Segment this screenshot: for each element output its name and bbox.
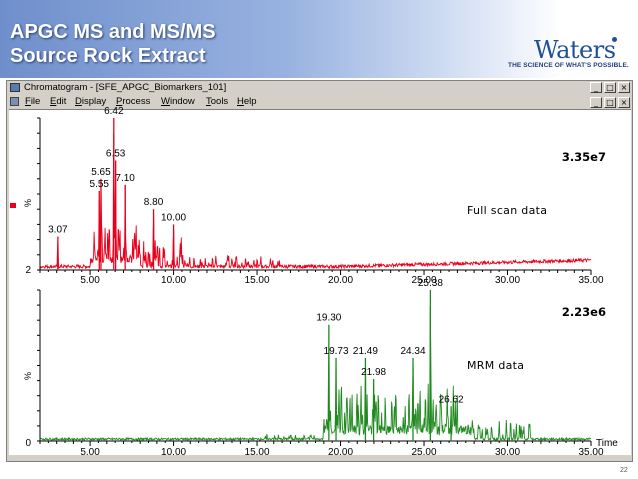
restore-button[interactable]: □ (604, 82, 616, 93)
doc-minimize-button[interactable]: _ (590, 97, 602, 108)
peak-label-25.38: 25.38 (418, 278, 443, 289)
y-axis-label: % (23, 372, 33, 380)
x-tick-label: 35.00 (578, 447, 603, 458)
peak-label-6.53: 6.53 (106, 149, 126, 160)
x-tick-label: 30.00 (495, 447, 520, 458)
peak-label-19.73: 19.73 (324, 346, 349, 357)
menu-window-mnemonic: W (161, 96, 170, 107)
x-tick-label: 10.00 (161, 447, 186, 458)
chromatogram-plot-area[interactable] (9, 109, 631, 455)
x-tick-label: 5.00 (80, 447, 100, 458)
x-tick-label: 5.00 (80, 275, 100, 286)
menu-process-mnemonic: P (116, 96, 123, 107)
menu-file[interactable]: File (25, 96, 40, 107)
menu-display-rest: isplay (81, 96, 107, 107)
chromatogram-window: Chromatogram - [SFE_APGC_Biomarkers_101]… (6, 80, 633, 462)
trace-line-1 (39, 133, 592, 270)
slide-title-line-1: APGC MS and MS/MS (10, 21, 216, 43)
x-tick-label: 15.00 (245, 447, 270, 458)
menu-display-mnemonic: D (75, 96, 82, 107)
peak-label-5.65: 5.65 (91, 167, 111, 178)
y-min-label: 2 (25, 265, 31, 276)
peak-label-3.07: 3.07 (48, 225, 68, 236)
menu-file-mnemonic: F (25, 96, 31, 107)
peak-label-21.98: 21.98 (361, 367, 386, 378)
menu-bar: File Edit Display Process Window Tools H… (7, 95, 632, 109)
slide-title-line-2: Source Rock Extract (10, 45, 206, 67)
slide-title: APGC MS and MS/MS Source Rock Extract (10, 20, 330, 68)
menu-edit-mnemonic: E (50, 96, 57, 107)
slide-header: APGC MS and MS/MS Source Rock Extract Wa… (0, 0, 638, 78)
peak-label-5.55: 5.55 (90, 179, 110, 190)
menu-help-rest: elp (243, 96, 257, 107)
menu-tools-mnemonic: T (206, 96, 211, 107)
x-tick-label: 25.00 (412, 275, 437, 286)
peak-label-6.42: 6.42 (104, 106, 124, 117)
y-axis-label: % (23, 199, 33, 207)
x-tick-label: 15.00 (245, 275, 270, 286)
intensity-scale-label: 2.23e6 (562, 305, 606, 319)
minimize-button[interactable]: _ (590, 82, 602, 93)
window-titlebar[interactable]: Chromatogram - [SFE_APGC_Biomarkers_101]… (7, 81, 632, 95)
x-tick-label: 20.00 (328, 275, 353, 286)
trace-color-marker (10, 203, 16, 208)
peak-label-26.62: 26.62 (439, 394, 464, 405)
peak-label-7.10: 7.10 (115, 173, 135, 184)
menu-tools[interactable]: Tools (206, 96, 228, 107)
menu-process[interactable]: Process (116, 96, 150, 107)
brand-tagline: THE SCIENCE OF WHAT'S POSSIBLE. (508, 62, 629, 69)
menu-file-rest: ile (30, 96, 41, 107)
x-tick-label: 35.00 (578, 275, 603, 286)
peak-label-21.49: 21.49 (353, 346, 378, 357)
close-button[interactable]: × (618, 82, 630, 93)
document-icon (10, 97, 19, 106)
doc-restore-button[interactable]: □ (604, 97, 616, 108)
x-tick-label: 10.00 (161, 275, 186, 286)
chromatogram-app-icon (10, 83, 20, 92)
logo-dot-icon (611, 37, 617, 42)
x-tick-label: 30.00 (495, 275, 520, 286)
menu-tools-rest: ools (210, 96, 229, 107)
data-type-label: Full scan data (467, 204, 547, 217)
window-title: Chromatogram - [SFE_APGC_Biomarkers_101] (24, 82, 227, 93)
brand-name: Waters (534, 36, 616, 64)
menu-help-mnemonic: H (237, 96, 244, 107)
menu-help[interactable]: Help (237, 96, 257, 107)
intensity-scale-label: 3.35e7 (562, 150, 606, 164)
menu-edit[interactable]: Edit (50, 96, 66, 107)
data-type-label: MRM data (467, 359, 524, 372)
menu-edit-rest: dit (56, 96, 67, 107)
x-tick-label: 25.00 (412, 447, 437, 458)
menu-display[interactable]: Display (75, 96, 106, 107)
waters-logo: Waters (534, 36, 621, 64)
x-axis-label: Time (596, 438, 618, 449)
peak-label-8.80: 8.80 (144, 197, 164, 208)
peak-label-24.34: 24.34 (400, 346, 425, 357)
peak-label-10.00: 10.00 (161, 212, 186, 223)
y-min-label: 0 (25, 438, 31, 449)
page-number: 22 (620, 467, 628, 474)
menu-window-rest: indow (169, 96, 195, 107)
menu-window[interactable]: Window (161, 96, 195, 107)
peak-label-19.30: 19.30 (316, 313, 341, 324)
trace-line-2 (39, 305, 592, 442)
x-tick-label: 20.00 (328, 447, 353, 458)
doc-close-button[interactable]: × (618, 97, 630, 108)
menu-process-rest: rocess (122, 96, 151, 107)
